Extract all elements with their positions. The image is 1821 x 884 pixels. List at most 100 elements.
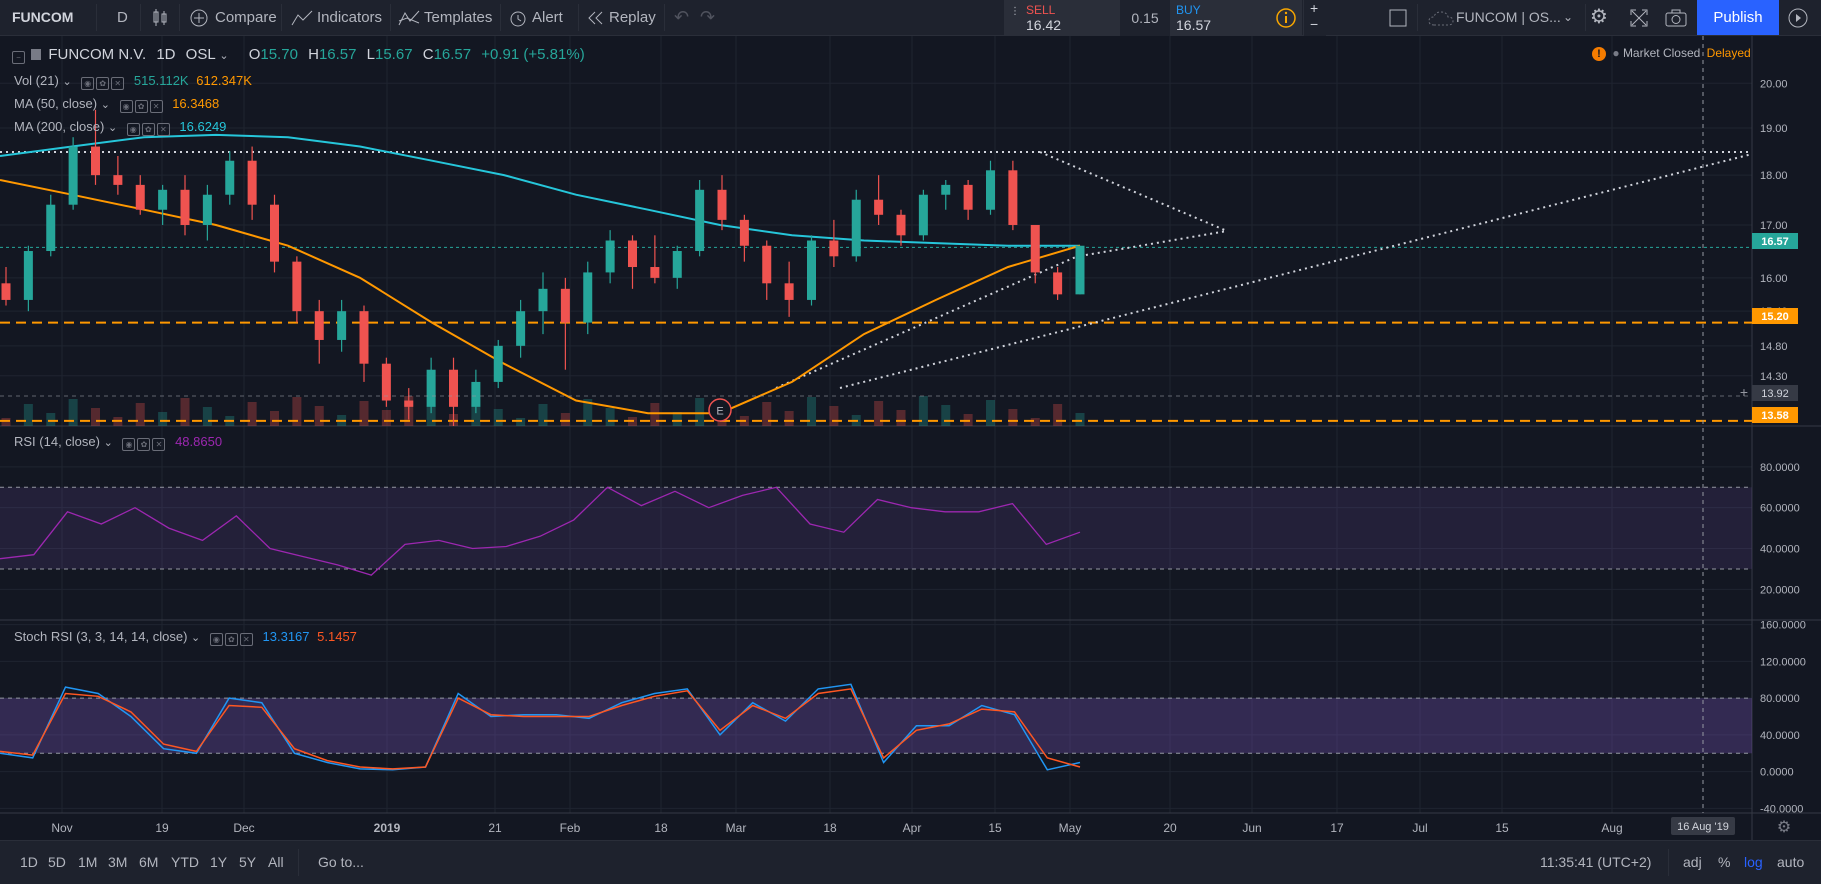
minus-icon[interactable]: − <box>1310 16 1319 32</box>
remove-icon[interactable]: ✕ <box>111 77 125 90</box>
publish-button[interactable]: Publish <box>1697 0 1779 35</box>
ma200-legend[interactable]: MA (200, close) ⌄ ◉ ✿ ✕ 16.6249 <box>14 119 226 136</box>
settings-icon[interactable]: ✿ <box>96 77 110 90</box>
templates-icon[interactable] <box>398 9 420 27</box>
top-toolbar: FUNCOM D Compare Indicators Templates Al… <box>0 0 1821 36</box>
buy-button[interactable]: BUY 16.57 <box>1170 0 1270 36</box>
right-panel-toggle-icon[interactable] <box>1788 8 1808 28</box>
alert-clock-icon[interactable] <box>508 8 528 28</box>
remove-icon[interactable]: ✕ <box>149 100 163 113</box>
trendline-drawings[interactable] <box>0 151 1753 389</box>
long-trendline[interactable] <box>839 153 1753 389</box>
vol-name[interactable]: Vol (21) <box>14 73 59 88</box>
plus-icon[interactable]: + <box>1310 0 1319 16</box>
alert-button[interactable]: Alert <box>532 9 563 26</box>
layout-dropdown-icon[interactable]: ⌄ <box>1563 10 1574 24</box>
time-axis[interactable]: Nov 19 Dec 2019 21 Feb 18 Mar 18 Apr 15 May 20 Jun 17 J… <box>51 821 1622 835</box>
compare-plus-icon[interactable] <box>189 8 209 28</box>
drag-handle-icon[interactable]: ⋮ <box>1010 6 1023 17</box>
fullscreen-toggle-icon[interactable] <box>1389 9 1407 27</box>
hide-icon[interactable]: ◉ <box>81 77 95 90</box>
ma200-name[interactable]: MA (200, close) <box>14 119 105 134</box>
indicators-icon[interactable] <box>291 9 313 27</box>
goto-date-button[interactable]: Go to... <box>318 854 364 870</box>
indicators-button[interactable]: Indicators <box>317 9 383 26</box>
range-1d[interactable]: 1D <box>20 854 38 870</box>
horizontal-levels[interactable] <box>0 246 1752 422</box>
auto-toggle[interactable]: auto <box>1777 854 1805 870</box>
remove-icon[interactable]: ✕ <box>152 438 166 451</box>
range-6m[interactable]: 6M <box>139 854 159 870</box>
settings-icon[interactable]: ✿ <box>137 438 151 451</box>
symbol-title[interactable]: FUNCOM N.V. <box>48 46 147 63</box>
legend-dropdown-icon[interactable]: ⌄ <box>219 50 229 62</box>
range-all[interactable]: All <box>268 854 284 870</box>
hide-icon[interactable]: ◉ <box>122 438 136 451</box>
crosshair-price-text: 13.92 <box>1761 388 1789 400</box>
compare-button[interactable]: Compare <box>215 9 277 26</box>
camera-icon[interactable] <box>1665 9 1687 27</box>
range-1y[interactable]: 1Y <box>210 854 228 870</box>
remove-icon[interactable]: ✕ <box>156 123 170 136</box>
info-button[interactable] <box>1270 0 1302 36</box>
rsi-name[interactable]: RSI (14, close) <box>14 434 100 449</box>
dropdown-icon[interactable]: ⌄ <box>107 122 118 134</box>
percent-toggle[interactable]: % <box>1718 854 1731 870</box>
fullscreen-icon[interactable] <box>1630 9 1648 27</box>
flag-icon[interactable] <box>31 49 42 60</box>
candlesticks[interactable] <box>1 109 1085 426</box>
templates-button[interactable]: Templates <box>424 9 493 26</box>
remove-icon[interactable]: ✕ <box>239 633 253 646</box>
replay-icon[interactable] <box>587 10 605 26</box>
dropdown-icon[interactable]: ⌄ <box>103 437 113 449</box>
axis-settings-icon[interactable]: ⚙ <box>1777 819 1791 836</box>
stoch-legend[interactable]: Stoch RSI (3, 3, 14, 14, close) ⌄ ◉ ✿ ✕ 13… <box>14 629 357 646</box>
collapse-icon[interactable]: − <box>12 51 25 64</box>
clock-display[interactable]: 11:35:41 (UTC+2) <box>1540 854 1652 870</box>
settings-icon[interactable]: ✿ <box>134 100 148 113</box>
stoch-name[interactable]: Stoch RSI (3, 3, 14, 14, close) <box>14 629 188 644</box>
high-value: 16.57 <box>318 46 357 63</box>
range-ytd[interactable]: YTD <box>171 854 199 870</box>
replay-button[interactable]: Replay <box>609 9 656 26</box>
dropdown-icon[interactable]: ⌄ <box>100 99 110 111</box>
candles-style-icon[interactable] <box>151 8 169 28</box>
interval-button[interactable]: D <box>117 9 128 26</box>
rsi-axis[interactable]: 80.0000 60.0000 40.0000 20.0000 <box>1760 462 1800 597</box>
range-5d[interactable]: 5D <box>48 854 66 870</box>
ma50-name[interactable]: MA (50, close) <box>14 96 98 111</box>
crosshair-plus-icon[interactable]: + <box>1740 384 1748 400</box>
triangle-apex-line[interactable] <box>1079 230 1228 257</box>
range-5y[interactable]: 5Y <box>239 854 257 870</box>
hide-icon[interactable]: ◉ <box>119 100 133 113</box>
settings-icon[interactable]: ✿ <box>141 123 155 136</box>
divider <box>96 4 97 31</box>
stoch-axis[interactable]: 160.0000 120.0000 80.0000 40.0000 0.0000 -40.… <box>1760 620 1806 816</box>
rsi-legend[interactable]: RSI (14, close) ⌄ ◉ ✿ ✕ 48.8650 <box>14 434 222 451</box>
earnings-marker[interactable]: E <box>708 398 732 422</box>
market-status[interactable]: ! ● Market Closed Delayed <box>1592 46 1751 61</box>
range-1m[interactable]: 1M <box>78 854 98 870</box>
adj-toggle[interactable]: adj <box>1683 854 1702 870</box>
settings-gear-icon[interactable]: ⚙ <box>1590 6 1608 28</box>
ma50-legend[interactable]: MA (50, close) ⌄ ◉ ✿ ✕ 16.3468 <box>14 96 219 113</box>
vol-legend[interactable]: Vol (21) ⌄ ◉ ✿ ✕ 515.112K 612.347K <box>14 73 252 90</box>
volume-bar <box>807 397 816 426</box>
dropdown-icon[interactable]: ⌄ <box>62 76 72 88</box>
hide-icon[interactable]: ◉ <box>209 633 223 646</box>
sell-button[interactable]: ⋮ SELL 16.42 <box>1004 0 1120 36</box>
undo-icon[interactable]: ↶ <box>674 7 690 27</box>
layout-name[interactable]: FUNCOM | OS... <box>1456 9 1561 25</box>
hide-icon[interactable]: ◉ <box>126 123 140 136</box>
dropdown-icon[interactable]: ⌄ <box>191 632 201 644</box>
chart-area[interactable]: E 20.0019.0018.0017.0016.0015.4014.8014.… <box>0 36 1821 840</box>
quantity-stepper[interactable]: + − <box>1303 0 1326 36</box>
triangle-upper-line[interactable] <box>1039 151 1228 232</box>
support-trendline[interactable] <box>775 255 1079 389</box>
log-toggle[interactable]: log <box>1744 854 1763 870</box>
symbol-search[interactable]: FUNCOM <box>12 9 74 25</box>
settings-icon[interactable]: ✿ <box>224 633 238 646</box>
volume-bar <box>359 401 369 426</box>
range-3m[interactable]: 3M <box>108 854 128 870</box>
redo-icon[interactable]: ↷ <box>700 7 716 27</box>
